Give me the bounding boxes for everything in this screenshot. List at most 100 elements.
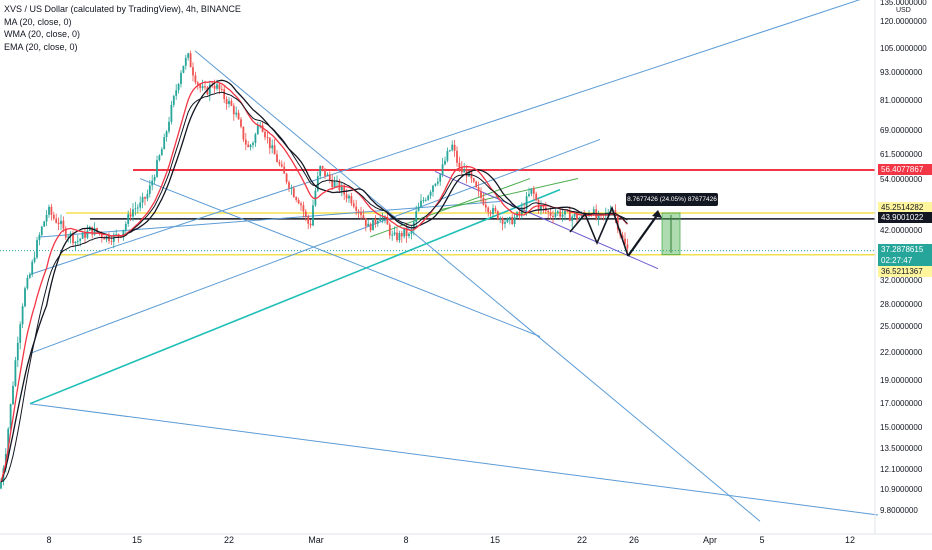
candle-body (518, 212, 521, 215)
candle-body (396, 232, 398, 241)
candle-body (62, 220, 65, 229)
candle-body (163, 137, 166, 150)
candle-body (160, 149, 163, 156)
candle-body (300, 203, 302, 206)
candle-body (50, 206, 53, 215)
candle-body (441, 164, 444, 175)
candle-body (48, 206, 50, 215)
candle-body (127, 214, 130, 224)
candle-body (379, 218, 382, 222)
candle-body (372, 218, 374, 231)
candle-body (33, 257, 36, 262)
candle-body (40, 226, 43, 235)
candle-body (136, 207, 139, 209)
candle-body (19, 324, 22, 343)
candle-body (220, 89, 223, 91)
candle-body (472, 178, 475, 182)
candle-body (429, 191, 432, 196)
price-tick-label: 12.1000000 (880, 465, 923, 474)
candles (0, 50, 629, 490)
candle-body (14, 360, 17, 386)
candle-body (463, 169, 466, 173)
candle-body (321, 166, 324, 169)
candle-body (184, 57, 187, 66)
price-tick-label: 13.5000000 (880, 444, 923, 453)
candle-body (624, 238, 626, 245)
candle-body (597, 214, 600, 219)
candle-body (264, 131, 266, 138)
trend-line (29, 188, 561, 405)
candle-body (139, 202, 142, 208)
candle-body (84, 232, 86, 238)
candle-body (424, 199, 427, 201)
time-tick-label: Apr (702, 535, 718, 545)
candle-body (528, 193, 530, 197)
candle-body (547, 211, 550, 213)
candle-body (412, 221, 415, 230)
candle-body (124, 223, 127, 230)
candle-body (333, 181, 336, 188)
candle-body (60, 220, 62, 225)
candle-body (254, 134, 257, 143)
candle-body (350, 195, 353, 204)
candle-body (16, 342, 19, 361)
candle-body (225, 99, 228, 105)
candle-body (244, 139, 247, 145)
horizontal-levels (0, 169, 875, 256)
candle-body (549, 212, 552, 216)
candle-body (540, 205, 542, 210)
candle-body (499, 218, 502, 220)
candle-body (487, 207, 490, 213)
candle-body (621, 235, 624, 239)
candle-body (278, 162, 281, 165)
candle-body (292, 188, 295, 198)
price-tick-label: 19.0000000 (880, 376, 923, 385)
candle-body (446, 151, 449, 161)
ema-legend[interactable]: EMA (20, close, 0) (4, 41, 78, 52)
candle-body (199, 84, 202, 89)
price-tick-label: 69.0000000 (880, 126, 923, 135)
candle-body (26, 277, 29, 289)
candle-body (110, 240, 113, 242)
candle-body (177, 83, 180, 91)
candle-body (559, 211, 562, 217)
candle-body (146, 193, 149, 199)
trend-line (29, 403, 879, 516)
trend-line (39, 200, 501, 238)
candle-body (158, 155, 161, 161)
price-tick-label: 61.5000000 (880, 150, 923, 159)
candle-body (189, 53, 192, 68)
time-tick-label: 5 (759, 535, 765, 545)
candle-body (492, 208, 494, 214)
trend-line (439, 178, 579, 211)
candle-body (0, 481, 2, 489)
price-tick-label: 25.0000000 (880, 322, 923, 331)
candle-body (564, 210, 566, 215)
symbol-title[interactable]: XVS / US Dollar (calculated by TradingVi… (4, 4, 241, 14)
candle-body (43, 221, 46, 227)
price-tick-label: 42.0000000 (880, 226, 923, 235)
candle-body (194, 75, 197, 83)
candle-body (100, 233, 103, 238)
candle-body (288, 182, 290, 189)
candle-body (489, 212, 492, 214)
candle-body (72, 233, 74, 244)
wma-line (0, 80, 628, 483)
price-tick-label: 9.8000000 (880, 506, 918, 515)
candle-body (156, 160, 158, 177)
candle-body (122, 229, 125, 237)
ma-legend[interactable]: MA (20, close, 0) (4, 16, 72, 27)
candle-body (9, 404, 12, 429)
candle-body (180, 72, 182, 84)
candle-body (76, 240, 79, 242)
candle-body (21, 306, 24, 325)
candle-body (552, 215, 554, 217)
price-tick-label: 15.0000000 (880, 423, 923, 432)
wma-legend[interactable]: WMA (20, close, 0) (4, 29, 81, 39)
candle-body (343, 186, 346, 195)
candle-body (69, 233, 72, 237)
time-tick-label: 22 (576, 535, 588, 545)
candle-body (434, 183, 437, 186)
candle-body (460, 167, 463, 173)
